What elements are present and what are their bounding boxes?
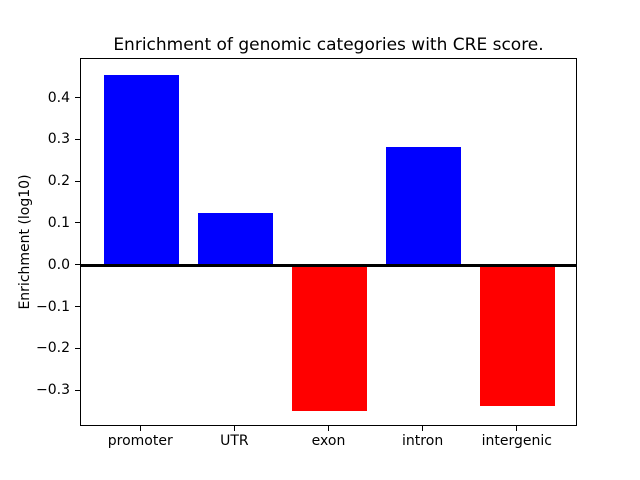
bar-promoter <box>103 74 179 266</box>
y-tick-label: 0.2 <box>47 173 70 190</box>
y-tick-mark <box>75 180 80 182</box>
x-tick-label-intergenic: intergenic <box>481 433 552 449</box>
x-tick-label-exon: exon <box>311 433 346 449</box>
x-tick-mark <box>233 426 235 431</box>
y-tick-mark <box>75 138 80 140</box>
y-tick-mark <box>75 389 80 391</box>
x-tick-mark <box>139 426 141 431</box>
x-tick-mark <box>422 426 424 431</box>
y-tick-label: 0.0 <box>47 256 70 273</box>
x-tick-label-intron: intron <box>402 433 444 449</box>
plot-area <box>80 58 577 426</box>
y-tick-mark <box>75 264 80 266</box>
x-tick-label-UTR: UTR <box>220 433 249 449</box>
y-tick-label: −0.1 <box>36 298 70 315</box>
y-tick-label: 0.1 <box>47 214 70 231</box>
x-tick-mark <box>328 426 329 431</box>
y-tick-mark <box>75 347 80 349</box>
x-tick-mark <box>516 426 518 431</box>
y-tick-label: −0.3 <box>36 382 70 399</box>
y-tick-mark <box>75 97 80 99</box>
bar-intergenic <box>480 265 556 406</box>
bar-intron <box>385 146 462 266</box>
y-tick-label: −0.2 <box>36 340 70 357</box>
zero-line <box>81 264 576 268</box>
x-tick-label-promoter: promoter <box>107 433 173 449</box>
y-tick-label: 0.4 <box>47 89 70 106</box>
y-tick-mark <box>75 222 80 224</box>
chart-title: Enrichment of genomic categories with CR… <box>113 35 544 55</box>
bar-UTR <box>197 213 274 266</box>
bar-exon <box>291 265 368 411</box>
y-tick-label: 0.3 <box>47 131 70 148</box>
y-tick-mark <box>75 306 80 308</box>
